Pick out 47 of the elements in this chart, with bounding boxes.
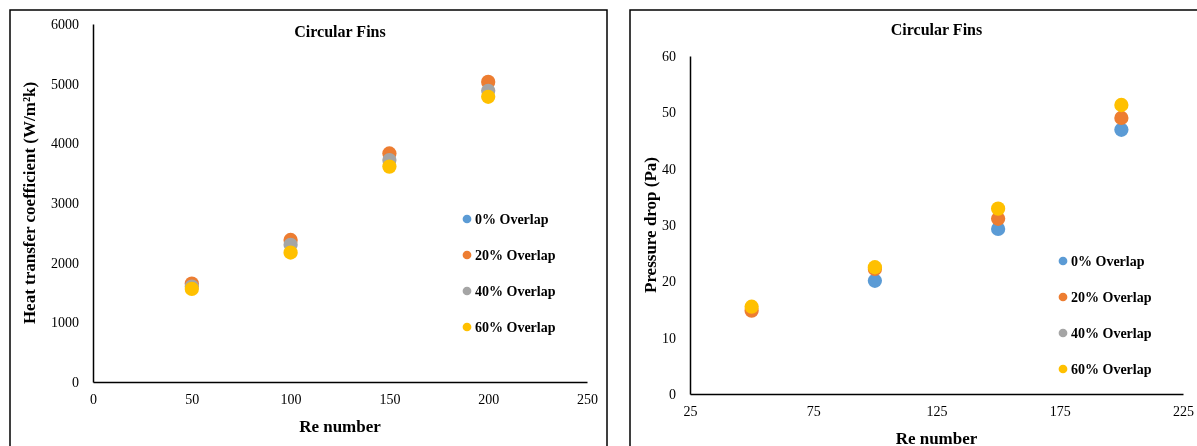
- x-tick-label: 250: [577, 391, 598, 407]
- point: [481, 89, 496, 104]
- y-tick-label: 2000: [51, 255, 79, 271]
- point: [1114, 110, 1129, 126]
- x-tick-label: 0: [90, 391, 97, 407]
- legend-label: 20% Overlap: [475, 248, 556, 263]
- point: [1114, 97, 1129, 113]
- y-tick-label: 30: [662, 217, 676, 233]
- point: [867, 273, 883, 288]
- y-tick-label: 0: [72, 374, 79, 390]
- y-tick-label: 20: [662, 274, 676, 290]
- x-tick-label: 225: [1173, 403, 1194, 419]
- x-tick-label: 175: [1049, 403, 1071, 419]
- x-tick-label: 50: [185, 391, 200, 407]
- y-tick-label: 10: [662, 330, 676, 346]
- x-tick-label: 25: [683, 403, 698, 419]
- legend-label: 60% Overlap: [1071, 362, 1152, 377]
- legend-label: 60% Overlap: [475, 320, 556, 335]
- legend-label: 0% Overlap: [1071, 254, 1145, 269]
- y-tick-label: 50: [662, 105, 676, 121]
- legend-label: 20% Overlap: [1071, 290, 1152, 305]
- legend-label: 40% Overlap: [475, 284, 556, 299]
- legend-label: 0% Overlap: [475, 212, 549, 227]
- x-tick-label: 150: [379, 391, 401, 407]
- x-axis-title: Re number: [895, 429, 978, 446]
- x-tick-label: 200: [478, 391, 500, 407]
- y-tick-label: 60: [662, 48, 676, 64]
- y-axis-title: Heat transfer coefficient (W/m²k): [20, 81, 39, 325]
- chart-title: Circular Fins: [890, 21, 983, 38]
- y-tick-label: 6000: [51, 16, 79, 32]
- point: [283, 245, 298, 260]
- point: [1114, 122, 1129, 137]
- y-tick-label: 1000: [51, 315, 79, 331]
- point: [744, 299, 759, 314]
- x-tick-label: 75: [806, 403, 821, 419]
- y-tick-label: 5000: [51, 76, 79, 92]
- x-axis-title: Re number: [299, 417, 382, 436]
- point: [382, 159, 397, 174]
- y-tick-label: 40: [662, 161, 676, 177]
- y-tick-label: 4000: [51, 136, 79, 152]
- y-axis-title: Pressure drop (Pa): [641, 157, 660, 293]
- point: [990, 201, 1006, 216]
- chart-title: Circular Fins: [294, 23, 386, 40]
- x-tick-label: 125: [926, 403, 948, 419]
- x-tick-label: 100: [280, 391, 302, 407]
- y-tick-label: 3000: [51, 195, 79, 211]
- legend-label: 40% Overlap: [1071, 326, 1152, 341]
